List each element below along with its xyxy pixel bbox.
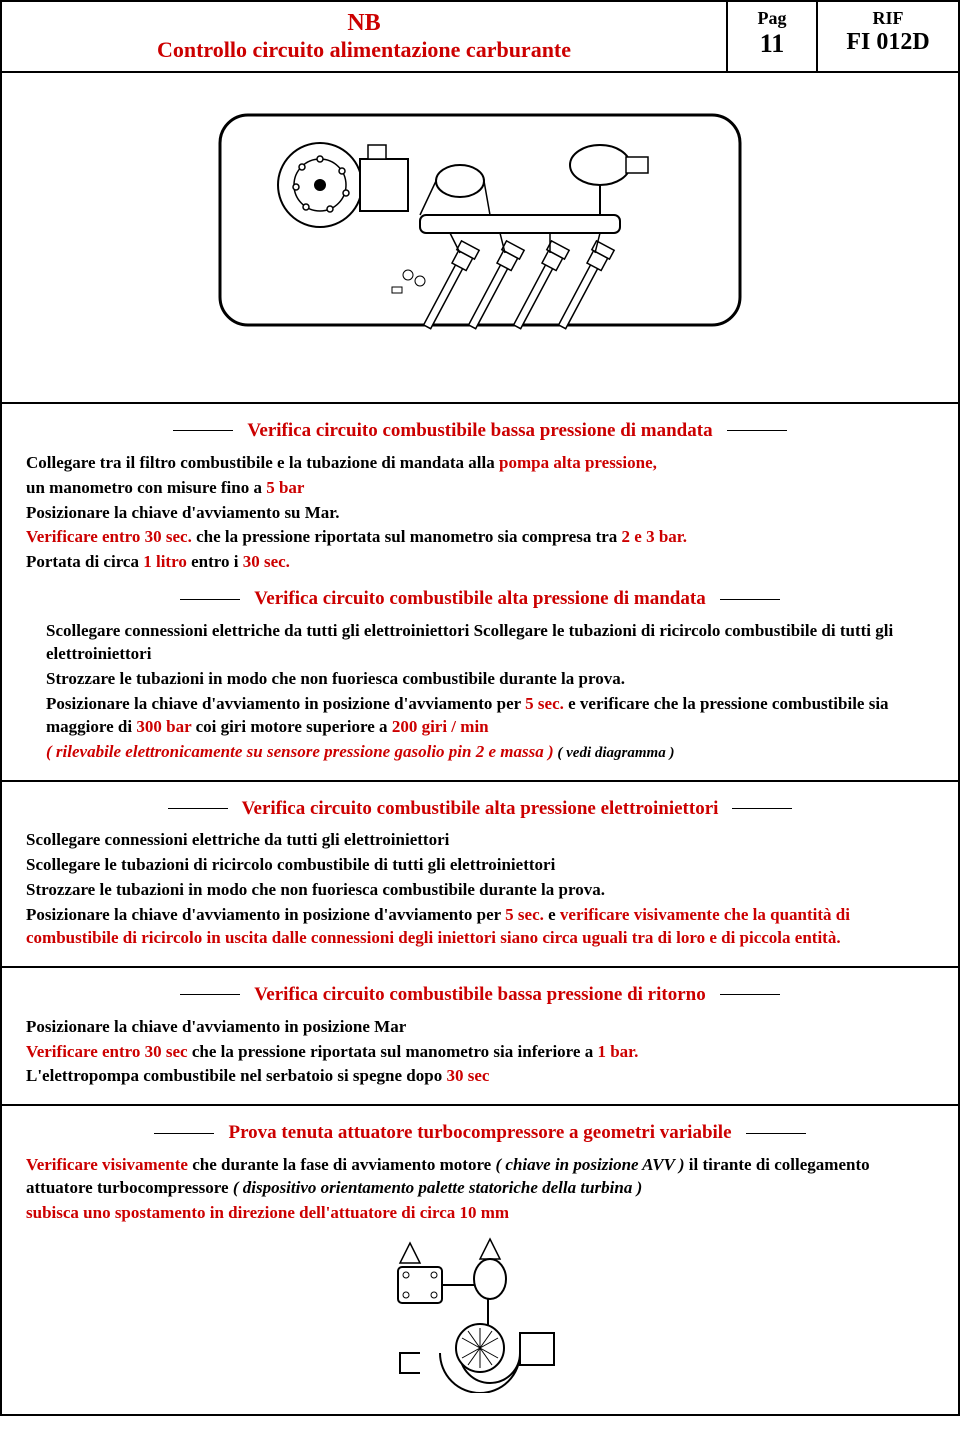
s4-line3: L'elettropompa combustibile nel serbatoi… bbox=[26, 1065, 934, 1088]
s5-line2: subisca uno spostamento in direzione del… bbox=[26, 1202, 934, 1225]
s4-line2: Verificare entro 30 sec che la pressione… bbox=[26, 1041, 934, 1064]
s3-line4: Posizionare la chiave d'avviamento in po… bbox=[26, 904, 934, 950]
section2-title: Verifica circuito combustibile alta pres… bbox=[26, 586, 934, 612]
section4-title: Verifica circuito combustibile bassa pre… bbox=[26, 982, 934, 1008]
turbo-diagram bbox=[26, 1233, 934, 1400]
fuel-circuit-svg bbox=[160, 85, 800, 385]
section-low-pressure-return: Verifica circuito combustibile bassa pre… bbox=[2, 968, 958, 1106]
header-row: NB Controllo circuito alimentazione carb… bbox=[2, 2, 958, 73]
turbo-svg bbox=[380, 1233, 580, 1393]
s1-line5: Portata di circa 1 litro entro i 30 sec. bbox=[26, 551, 934, 574]
fuel-circuit-diagram bbox=[2, 73, 958, 404]
section-low-pressure-supply: Verifica circuito combustibile bassa pre… bbox=[2, 404, 958, 782]
s1-line2: un manometro con misure fino a 5 bar bbox=[26, 477, 934, 500]
s1-line1: Collegare tra il filtro combustibile e l… bbox=[26, 452, 934, 475]
section1-title: Verifica circuito combustibile bassa pre… bbox=[26, 418, 934, 444]
header-pag-cell: Pag 11 bbox=[728, 2, 818, 71]
pag-label: Pag bbox=[732, 8, 812, 29]
section-high-pressure-injectors: Verifica circuito combustibile alta pres… bbox=[2, 782, 958, 968]
s2-line1: Scollegare connessioni elettriche da tut… bbox=[46, 620, 934, 666]
header-title-cell: NB Controllo circuito alimentazione carb… bbox=[2, 2, 728, 71]
section2-body: Scollegare connessioni elettriche da tut… bbox=[26, 620, 934, 764]
s3-line1: Scollegare connessioni elettriche da tut… bbox=[26, 829, 934, 852]
s2-line3: Posizionare la chiave d'avviamento in po… bbox=[46, 693, 934, 739]
header-subtitle: Controllo circuito alimentazione carbura… bbox=[14, 37, 714, 63]
section-turbo-actuator: Prova tenuta attuatore turbocompressore … bbox=[2, 1106, 958, 1413]
header-rif-cell: RIF FI 012D bbox=[818, 2, 958, 71]
header-nb: NB bbox=[14, 10, 714, 37]
rif-code: FI 012D bbox=[822, 29, 954, 56]
s3-line2: Scollegare le tubazioni di ricircolo com… bbox=[26, 854, 934, 877]
s3-line3: Strozzare le tubazioni in modo che non f… bbox=[26, 879, 934, 902]
s2-line4: ( rilevabile elettronicamente su sensore… bbox=[46, 741, 934, 764]
section3-title: Verifica circuito combustibile alta pres… bbox=[26, 796, 934, 822]
s1-line3: Posizionare la chiave d'avviamento su Ma… bbox=[26, 502, 934, 525]
s4-line1: Posizionare la chiave d'avviamento in po… bbox=[26, 1016, 934, 1039]
rif-label: RIF bbox=[822, 8, 954, 29]
pag-number: 11 bbox=[732, 29, 812, 59]
s5-line1: Verificare visivamente che durante la fa… bbox=[26, 1154, 934, 1200]
section5-title: Prova tenuta attuatore turbocompressore … bbox=[26, 1120, 934, 1146]
s2-line2: Strozzare le tubazioni in modo che non f… bbox=[46, 668, 934, 691]
s1-line4: Verificare entro 30 sec. che la pression… bbox=[26, 526, 934, 549]
page-container: NB Controllo circuito alimentazione carb… bbox=[0, 0, 960, 1416]
